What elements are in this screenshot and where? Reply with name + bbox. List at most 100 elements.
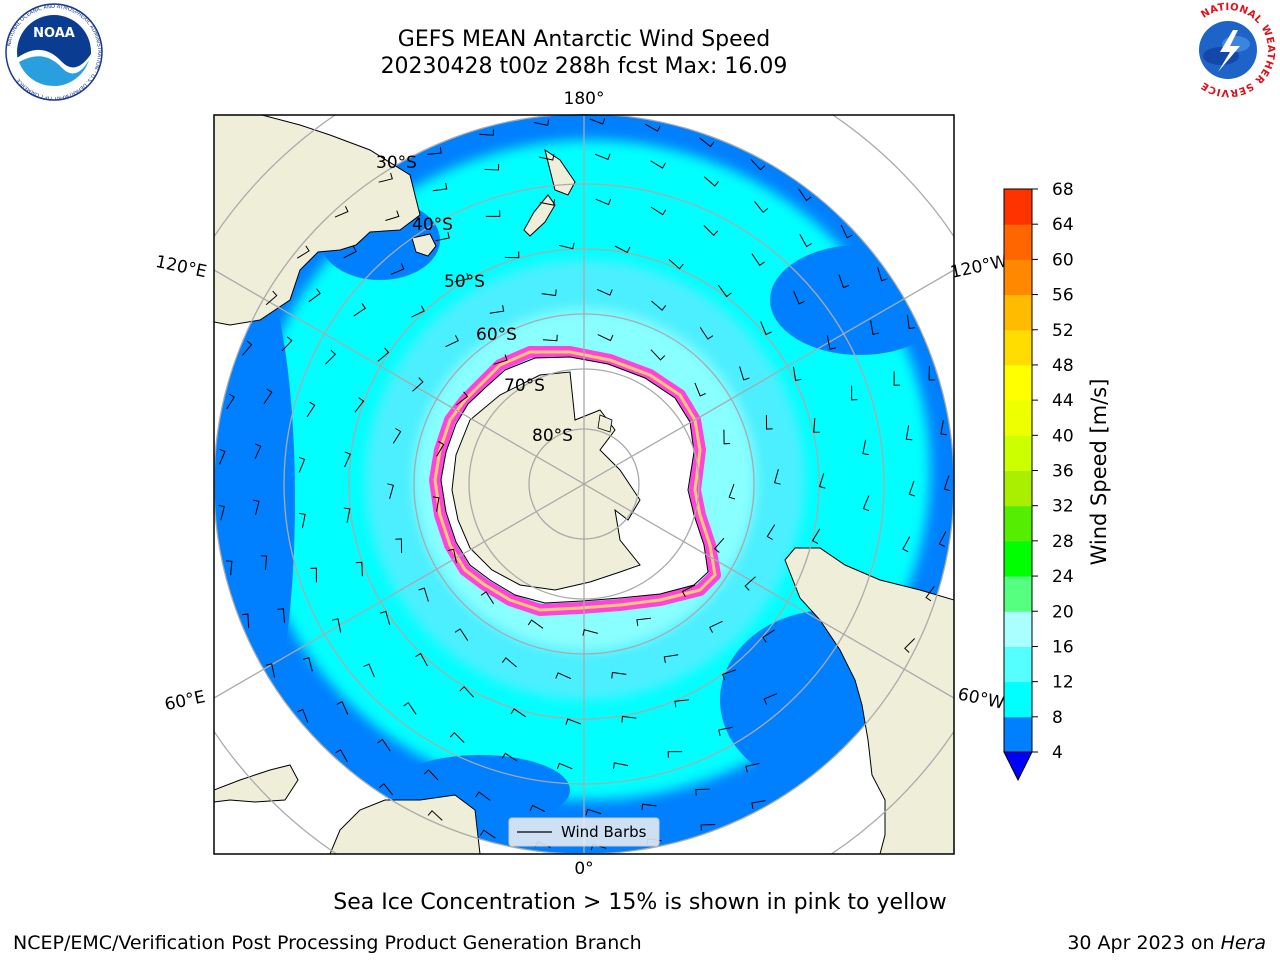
- wind-barb: [415, 652, 428, 667]
- lon-label-180: 180°: [564, 89, 605, 109]
- wind-barb: [694, 382, 706, 397]
- wind-barb: [480, 829, 496, 839]
- wind-barb: [840, 224, 853, 239]
- svg-text:NOAA: NOAA: [33, 26, 75, 41]
- wind-barb: [651, 300, 667, 311]
- wind-barb: [905, 425, 913, 441]
- wind-barb: [334, 205, 349, 218]
- wind-barb: [281, 336, 293, 352]
- colorbar-tick-label: 36: [1052, 462, 1074, 482]
- wind-barb: [722, 669, 737, 681]
- wind-barb: [751, 800, 766, 809]
- wind-barb: [432, 182, 448, 192]
- wind-barb: [447, 548, 457, 564]
- wind-barb: [559, 242, 575, 250]
- wind-barb: [392, 428, 402, 444]
- wind-barb: [667, 751, 683, 758]
- wind-barb: [589, 118, 606, 125]
- wind-barb: [277, 608, 285, 623]
- wind-barb: [838, 274, 850, 289]
- wind-barb: [336, 701, 349, 715]
- colorbar-bin: [1004, 540, 1032, 577]
- wind-barb: [681, 584, 696, 598]
- wind-barb: [763, 693, 778, 705]
- lat-label-70s: 70°S: [504, 376, 545, 396]
- wind-barb: [745, 762, 760, 773]
- wind-barb: [302, 657, 313, 672]
- wind-barb: [641, 803, 657, 811]
- colorbar-bin: [1004, 435, 1032, 471]
- wind-barb: [219, 448, 226, 465]
- wind-barb: [218, 504, 225, 521]
- wind-barb: [510, 708, 526, 718]
- chart-subtitle: 20230428 t00z 288h fcst Max: 16.09: [380, 54, 788, 79]
- wind-barb: [241, 613, 250, 629]
- wind-barb: [904, 638, 916, 653]
- wind-barb: [940, 420, 947, 436]
- wind-barb: [723, 429, 731, 445]
- colorbar-bin: [1004, 505, 1032, 542]
- wind-barb: [699, 137, 715, 148]
- wind-barb: [713, 537, 725, 553]
- wind-barb: [297, 708, 309, 723]
- wind-barb: [377, 347, 390, 362]
- wind-barb: [454, 628, 469, 641]
- wind-barb: [597, 334, 614, 342]
- map-border: [213, 114, 955, 855]
- wind-barb: [650, 160, 666, 169]
- wind-barb: [377, 738, 391, 752]
- wind-barb: [668, 259, 684, 270]
- colorbar-bin: [1004, 329, 1032, 366]
- wind-barb: [700, 824, 716, 831]
- colorbar-tick-label: 4: [1052, 743, 1063, 763]
- wind-barb: [728, 483, 736, 500]
- wind-barb: [760, 321, 772, 336]
- colorbar-bin: [1004, 576, 1032, 612]
- wind-barb: [242, 340, 253, 356]
- wind-barb: [813, 418, 820, 433]
- wind-barb: [663, 654, 679, 663]
- wind-barb: [595, 198, 612, 206]
- wind-barb: [493, 354, 508, 365]
- wind-barb: [751, 253, 765, 267]
- lat-label-40s: 40°S: [412, 215, 453, 235]
- wind-barb: [902, 536, 911, 553]
- wind-barb: [798, 188, 812, 202]
- colorbar-bin: [1004, 400, 1032, 436]
- wind-barb: [893, 371, 901, 386]
- wind-barb: [792, 366, 802, 382]
- colorbar-tick-label: 68: [1052, 180, 1074, 200]
- wind-barb: [709, 620, 723, 633]
- chart-title: GEFS MEAN Antarctic Wind Speed: [397, 27, 771, 52]
- colorbar-tick-label: 56: [1052, 286, 1074, 306]
- colorbar-bin: [1004, 716, 1032, 753]
- wind-barb: [310, 567, 317, 583]
- colorbar-bin: [1004, 364, 1032, 401]
- wind-barb: [504, 251, 520, 259]
- wind-barb: [773, 469, 781, 485]
- wind-barb: [938, 531, 947, 547]
- wind-barb: [489, 305, 505, 314]
- wind-barb: [565, 718, 582, 725]
- wind-barb: [260, 555, 268, 571]
- wind-barb: [699, 327, 714, 340]
- colorbar-tick-label: 64: [1052, 215, 1074, 235]
- wind-barb: [253, 499, 260, 516]
- wind-barb: [862, 439, 869, 456]
- wind-barb: [501, 752, 518, 762]
- wind-barb-legend: Wind Barbs: [508, 817, 660, 847]
- wind-barb: [480, 591, 495, 604]
- wind-barb: [703, 176, 719, 187]
- wind-barb: [265, 663, 276, 678]
- wind-barb: [299, 512, 306, 529]
- wind-barb: [387, 483, 395, 499]
- antarctica-land: [451, 371, 641, 591]
- wind-barb: [432, 496, 440, 512]
- lon-label-60e: 60°E: [163, 687, 207, 715]
- wind-barb: [436, 441, 445, 457]
- wind-barb: [353, 303, 367, 317]
- wind-barb: [582, 629, 598, 636]
- madagascar-land: [214, 764, 299, 803]
- wind-barb: [621, 715, 637, 723]
- lon-label-120w: 120°W: [949, 251, 1010, 283]
